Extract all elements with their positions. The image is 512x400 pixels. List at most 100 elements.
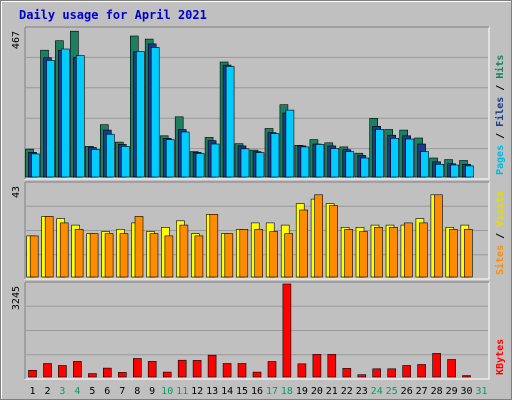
bar-pages-day-19 [300,146,310,178]
bar-kbytes-day-29 [447,359,456,378]
legend-separator: / [495,79,506,97]
bar-sites-day-25 [389,227,398,278]
bar-pages-day-2 [46,60,55,178]
bar-kbytes-day-9 [147,361,157,378]
bar-pages-day-7 [121,146,130,178]
panel-hits-files-pages-legend: Pages / Files / Hits [494,55,506,175]
panel-kbytes-max-label: 3245 [11,286,22,310]
legend-hits: Hits [494,55,506,79]
bar-sites-day-30 [463,229,473,278]
bar-pages-day-11 [180,131,190,178]
panel-kbytes-legend: KBytes [495,339,506,375]
bar-pages-day-3 [61,48,70,178]
bar-kbytes-day-30 [462,375,471,378]
bar-sites-day-21 [329,205,338,278]
bar-kbytes-day-18 [282,283,292,378]
bar-sites-day-14 [224,233,234,278]
bar-pages-day-29 [450,164,459,178]
bar-kbytes-day-7 [118,372,127,378]
x-tick-day-19: 19 [296,386,308,397]
x-tick-day-23: 23 [356,386,368,397]
chart-panels: 467 Pages / Files / Hits 43 Sites / Visits 3… [11,26,506,380]
bar-sites-day-7 [119,233,129,278]
x-tick-day-29: 29 [446,386,458,397]
legend-sites: Sites [494,245,506,275]
x-tick-day-30: 30 [460,386,472,397]
bar-kbytes-day-22 [342,368,352,378]
bar-kbytes-day-16 [252,371,262,378]
bar-kbytes-day-25 [387,368,397,378]
bar-pages-day-14 [225,66,235,178]
bar-pages-day-8 [136,51,145,178]
bar-pages-day-24 [375,129,385,178]
bar-pages-day-6 [106,133,115,178]
bar-sites-day-19 [299,209,309,278]
bar-kbytes-day-14 [222,363,232,378]
bar-sites-day-28 [434,194,443,278]
bar-sites-day-16 [254,229,263,278]
bar-sites-day-10 [164,235,174,278]
x-tick-day-25: 25 [386,386,398,397]
x-tick-day-13: 13 [206,386,218,397]
x-tick-day-6: 6 [104,386,110,397]
bar-kbytes-day-27 [417,364,426,378]
bar-kbytes-day-6 [103,367,112,378]
bar-kbytes-day-15 [237,363,247,378]
bar-kbytes-day-4 [73,361,82,378]
bar-kbytes-day-24 [372,368,382,378]
bar-kbytes-day-11 [177,359,187,378]
bar-pages-day-5 [91,149,100,178]
legend-separator: / [495,127,506,145]
x-tick-day-24: 24 [371,386,383,397]
bar-sites-day-4 [74,229,84,278]
bar-sites-day-18 [284,233,294,278]
bar-sites-day-27 [419,222,428,278]
bar-sites-day-15 [239,229,249,278]
bar-kbytes-day-19 [297,363,307,378]
bar-pages-day-22 [345,151,355,178]
bar-kbytes-day-12 [192,360,202,378]
x-tick-day-11: 11 [176,386,188,397]
x-tick-day-14: 14 [221,386,233,397]
bar-kbytes-day-28 [432,353,441,378]
bar-pages-day-15 [240,148,250,178]
bar-sites-day-17 [269,231,279,278]
panel-visits-sites-max-label: 43 [11,186,22,198]
bar-pages-day-28 [435,164,444,178]
series-kbytes [28,283,471,378]
panel-visits-sites: 43 Sites / Visits [11,181,506,280]
legend-pages: Pages [495,145,506,175]
x-tick-day-10: 10 [161,386,173,397]
x-axis-tick-labels: 1 2 3 4 5 6 7 8 9 10 11 12 13 14 15 16 17 18 19 20 21 22 23 24 2… [29,386,487,397]
bar-pages-day-1 [31,153,40,178]
bar-pages-day-16 [255,152,265,178]
x-tick-day-12: 12 [191,386,203,397]
x-tick-day-8: 8 [134,386,140,397]
bar-sites-day-2 [44,216,54,278]
bar-sites-day-1 [29,235,39,278]
bar-pages-day-13 [210,143,220,178]
bar-sites-day-9 [149,233,159,278]
bar-kbytes-day-21 [327,354,337,378]
panel-visits-sites-legend: Sites / Visits [494,191,506,275]
x-tick-day-15: 15 [236,386,248,397]
bar-kbytes-day-26 [402,365,412,378]
bar-kbytes-day-1 [28,369,37,378]
bar-pages-day-20 [315,144,325,178]
bar-pages-day-27 [420,151,429,178]
x-tick-day-28: 28 [431,386,443,397]
bar-pages-day-12 [195,153,205,178]
bar-sites-day-8 [134,216,144,278]
bar-kbytes-day-8 [133,358,142,378]
bar-sites-day-23 [359,231,368,278]
x-tick-day-20: 20 [311,386,323,397]
x-tick-day-7: 7 [119,386,125,397]
bar-sites-day-3 [59,222,69,278]
x-tick-day-17: 17 [266,386,278,397]
bar-pages-day-23 [360,157,370,178]
series-pages [31,47,474,178]
bar-pages-day-17 [270,133,280,178]
bar-sites-day-24 [374,227,383,278]
